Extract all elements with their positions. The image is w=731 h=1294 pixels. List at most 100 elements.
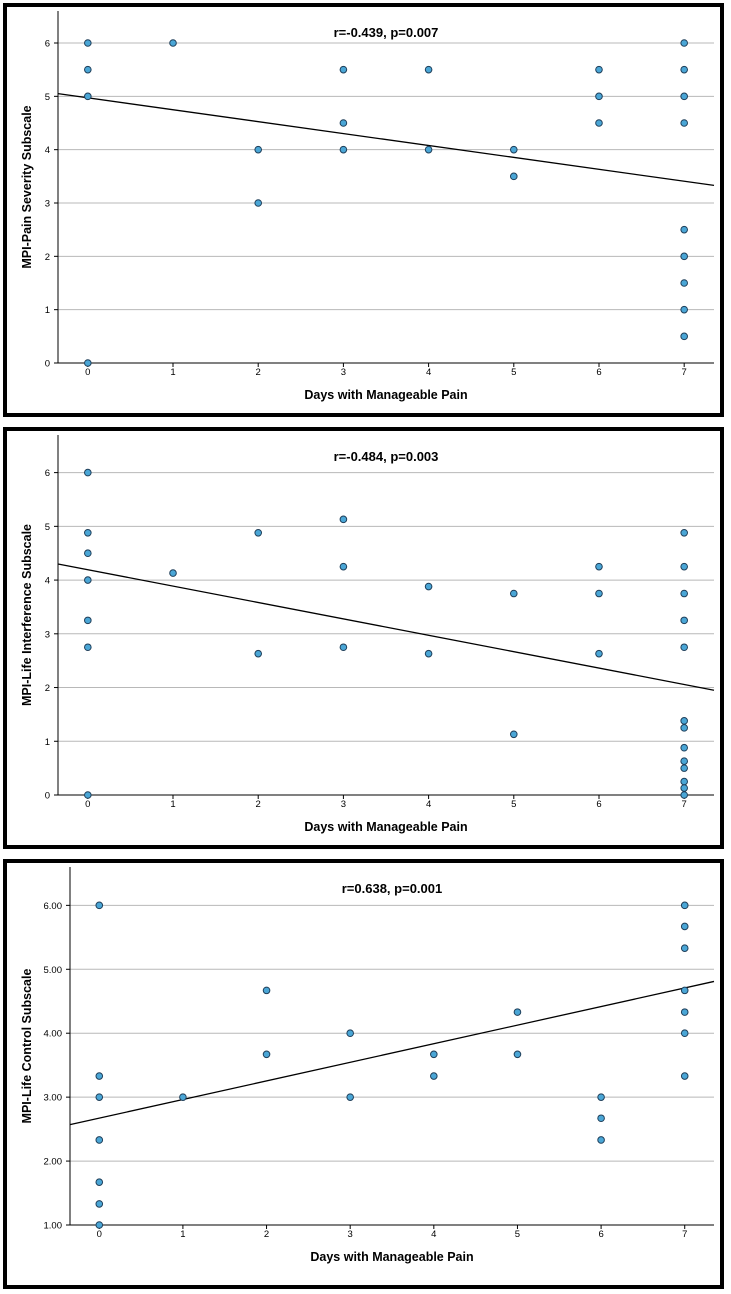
data-point xyxy=(680,279,688,287)
data-point xyxy=(680,39,688,47)
data-point xyxy=(595,119,603,127)
x-tick-label: 3 xyxy=(341,367,346,378)
y-tick-label: 1 xyxy=(45,737,50,748)
data-point xyxy=(680,764,688,772)
data-point xyxy=(509,730,518,739)
correlation-annotation: r=-0.484, p=0.003 xyxy=(334,449,439,464)
regression-line xyxy=(69,980,715,1126)
x-tick-label: 1 xyxy=(170,799,175,810)
data-point xyxy=(680,305,688,314)
data-point xyxy=(509,172,518,181)
x-tick-label: 1 xyxy=(170,367,175,378)
x-tick-label: 7 xyxy=(682,367,687,378)
data-point xyxy=(424,65,433,74)
x-tick-label: 0 xyxy=(85,799,90,810)
data-point xyxy=(84,549,92,558)
data-point xyxy=(95,1221,104,1229)
y-tick-label: 5.00 xyxy=(44,965,63,976)
data-point xyxy=(597,1093,605,1101)
data-point xyxy=(254,649,263,658)
data-point xyxy=(254,528,263,537)
data-point xyxy=(680,717,688,725)
y-tick-label: 4 xyxy=(45,576,50,587)
y-tick-label: 0 xyxy=(45,359,50,370)
data-point xyxy=(95,1200,104,1208)
chart-panel-life-control: 1.00 2.00 3.00 4.00 5.00 6.00 0 1 2 3 4 5 6 7 r=0.638,… xyxy=(3,859,724,1289)
chart-panel-pain-severity: 0 1 2 3 4 5 6 0 1 2 3 4 5 6 7 r=-0.439, p=0.007 Days wit… xyxy=(3,3,724,417)
x-tick-label: 0 xyxy=(85,367,90,378)
data-point xyxy=(680,986,689,995)
data-point xyxy=(169,569,177,577)
data-point xyxy=(680,92,688,101)
data-point xyxy=(680,332,688,341)
data-point xyxy=(339,515,348,524)
y-tick-label: 2 xyxy=(45,252,50,263)
data-point xyxy=(95,1072,104,1080)
x-tick-label: 2 xyxy=(264,1229,269,1240)
x-tick-label: 7 xyxy=(682,1229,687,1240)
data-point xyxy=(339,65,348,74)
y-tick-label: 2.00 xyxy=(44,1157,63,1168)
y-tick-label: 6 xyxy=(45,468,50,479)
data-point xyxy=(680,225,688,234)
x-tick-label: 6 xyxy=(596,799,601,810)
data-point xyxy=(430,1050,438,1059)
data-point xyxy=(424,649,433,658)
data-point xyxy=(262,986,271,995)
data-point xyxy=(595,649,603,658)
y-tick-label: 0 xyxy=(45,791,50,802)
x-tick-label: 2 xyxy=(256,367,261,378)
data-point xyxy=(597,1136,605,1144)
data-point xyxy=(84,643,92,652)
data-point xyxy=(509,145,518,154)
data-point xyxy=(84,791,92,799)
x-tick-label: 4 xyxy=(426,367,431,378)
data-point xyxy=(84,528,92,537)
data-point xyxy=(680,562,688,571)
data-point xyxy=(169,39,177,47)
data-point xyxy=(595,65,603,74)
data-point xyxy=(84,616,92,625)
data-point xyxy=(680,757,688,765)
data-point xyxy=(84,576,92,584)
data-point xyxy=(254,145,263,154)
x-tick-label: 5 xyxy=(511,799,516,810)
correlation-annotation: r=-0.439, p=0.007 xyxy=(334,25,439,40)
data-point xyxy=(509,589,518,598)
x-tick-label: 4 xyxy=(431,1229,436,1240)
data-point xyxy=(680,724,688,732)
data-point xyxy=(680,777,688,786)
y-axis-label: MPI-Pain Severity Subscale xyxy=(20,105,34,268)
data-point xyxy=(84,65,92,74)
data-point xyxy=(339,562,348,571)
x-tick-label: 5 xyxy=(515,1229,520,1240)
data-point xyxy=(95,1178,104,1186)
data-point xyxy=(680,643,688,652)
data-point xyxy=(424,582,433,591)
data-point xyxy=(513,1050,522,1059)
data-point xyxy=(680,119,688,127)
data-point xyxy=(680,1029,689,1038)
data-point xyxy=(680,743,688,752)
data-point xyxy=(680,65,688,74)
x-tick-label: 3 xyxy=(348,1229,353,1240)
data-point xyxy=(680,589,688,598)
x-tick-label: 0 xyxy=(97,1229,102,1240)
y-tick-label: 3.00 xyxy=(44,1093,63,1104)
y-tick-label: 4 xyxy=(45,145,50,156)
data-point xyxy=(84,39,92,47)
x-tick-label: 7 xyxy=(682,799,687,810)
x-tick-label: 3 xyxy=(341,799,346,810)
data-point xyxy=(597,1114,605,1123)
data-point xyxy=(95,1136,104,1144)
y-axis-label: MPI-Life Interference Subscale xyxy=(20,524,34,706)
data-point xyxy=(84,92,92,101)
data-point xyxy=(84,359,92,367)
data-point xyxy=(680,784,688,792)
data-point xyxy=(424,145,433,154)
chart-panel-life-interference: 0 1 2 3 4 5 6 0 1 2 3 4 5 6 7 r=-0.484, p=0.003 Days wit… xyxy=(3,427,724,849)
x-tick-label: 2 xyxy=(256,799,261,810)
data-point xyxy=(680,944,689,952)
y-tick-label: 6.00 xyxy=(44,901,63,912)
scatter-plot-life-control: 1.00 2.00 3.00 4.00 5.00 6.00 0 1 2 3 4 5 6 7 r=0.638,… xyxy=(20,867,715,1264)
